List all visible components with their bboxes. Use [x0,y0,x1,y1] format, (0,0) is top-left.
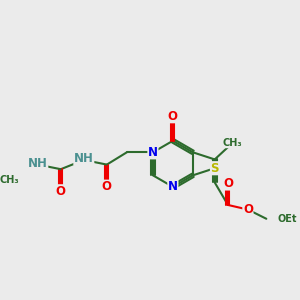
Text: O: O [223,177,233,190]
Text: NH: NH [28,157,48,169]
Text: S: S [211,162,219,175]
Text: N: N [168,180,178,194]
Text: CH₃: CH₃ [0,175,19,185]
Text: O: O [243,203,253,216]
Text: N: N [148,146,158,159]
Text: O: O [102,180,112,193]
Text: CH₃: CH₃ [223,138,242,148]
Text: O: O [56,185,66,198]
Text: NH: NH [74,152,94,165]
Text: OEt: OEt [277,214,297,224]
Text: O: O [168,110,178,123]
